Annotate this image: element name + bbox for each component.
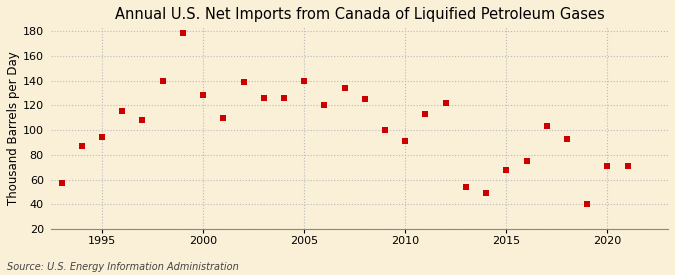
Point	[218, 116, 229, 120]
Point	[501, 167, 512, 172]
Point	[379, 128, 390, 132]
Point	[460, 185, 471, 189]
Point	[299, 78, 310, 83]
Point	[359, 97, 370, 101]
Point	[541, 124, 552, 128]
Point	[259, 96, 269, 100]
Title: Annual U.S. Net Imports from Canada of Liquified Petroleum Gases: Annual U.S. Net Imports from Canada of L…	[115, 7, 605, 22]
Point	[76, 144, 87, 148]
Point	[238, 79, 249, 84]
Point	[481, 191, 491, 196]
Point	[400, 139, 410, 143]
Point	[340, 86, 350, 90]
Point	[137, 118, 148, 122]
Point	[178, 31, 188, 36]
Point	[157, 78, 168, 83]
Point	[279, 96, 290, 100]
Point	[117, 109, 128, 114]
Point	[602, 164, 613, 168]
Point	[97, 135, 107, 140]
Point	[56, 181, 67, 186]
Point	[622, 164, 633, 168]
Point	[582, 202, 593, 207]
Text: Source: U.S. Energy Information Administration: Source: U.S. Energy Information Administ…	[7, 262, 238, 272]
Y-axis label: Thousand Barrels per Day: Thousand Barrels per Day	[7, 51, 20, 205]
Point	[521, 159, 532, 163]
Point	[319, 103, 330, 108]
Point	[198, 93, 209, 98]
Point	[440, 101, 451, 105]
Point	[420, 112, 431, 116]
Point	[562, 136, 572, 141]
